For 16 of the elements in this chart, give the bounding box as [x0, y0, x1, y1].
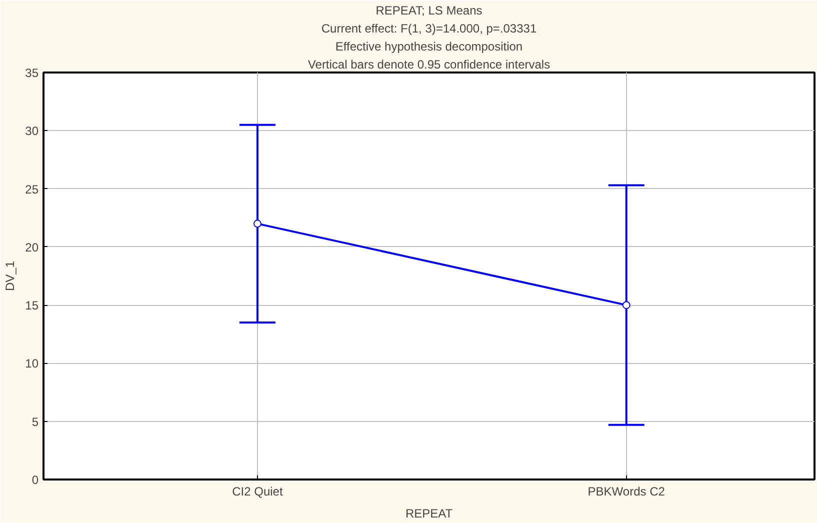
- y-tick-label: 25: [25, 182, 39, 196]
- y-tick-label: 15: [25, 298, 39, 313]
- chart-title: REPEAT; LS Means: [376, 4, 482, 18]
- y-tick-label: 35: [25, 66, 39, 80]
- text: Effective hypothesis decomposition: [335, 40, 523, 54]
- x-tick-label: CI2 Quiet: [232, 484, 284, 498]
- y-axis-title: DV_1: [3, 260, 18, 292]
- text: Current effect: F(1, 3)=14.000, p=.03331: [321, 22, 537, 36]
- y-tick-label: 0: [32, 473, 39, 487]
- y-tick-label: 30: [25, 124, 39, 138]
- x-tick-label: PBKWords C2: [588, 484, 666, 498]
- y-tick-label: 10: [25, 356, 39, 371]
- text: Vertical bars denote 0.95 confidence intervals: [308, 58, 550, 72]
- y-tick-label: 20: [25, 240, 39, 254]
- x-axis-title: REPEAT: [405, 506, 454, 520]
- y-tick-label: 5: [32, 414, 39, 429]
